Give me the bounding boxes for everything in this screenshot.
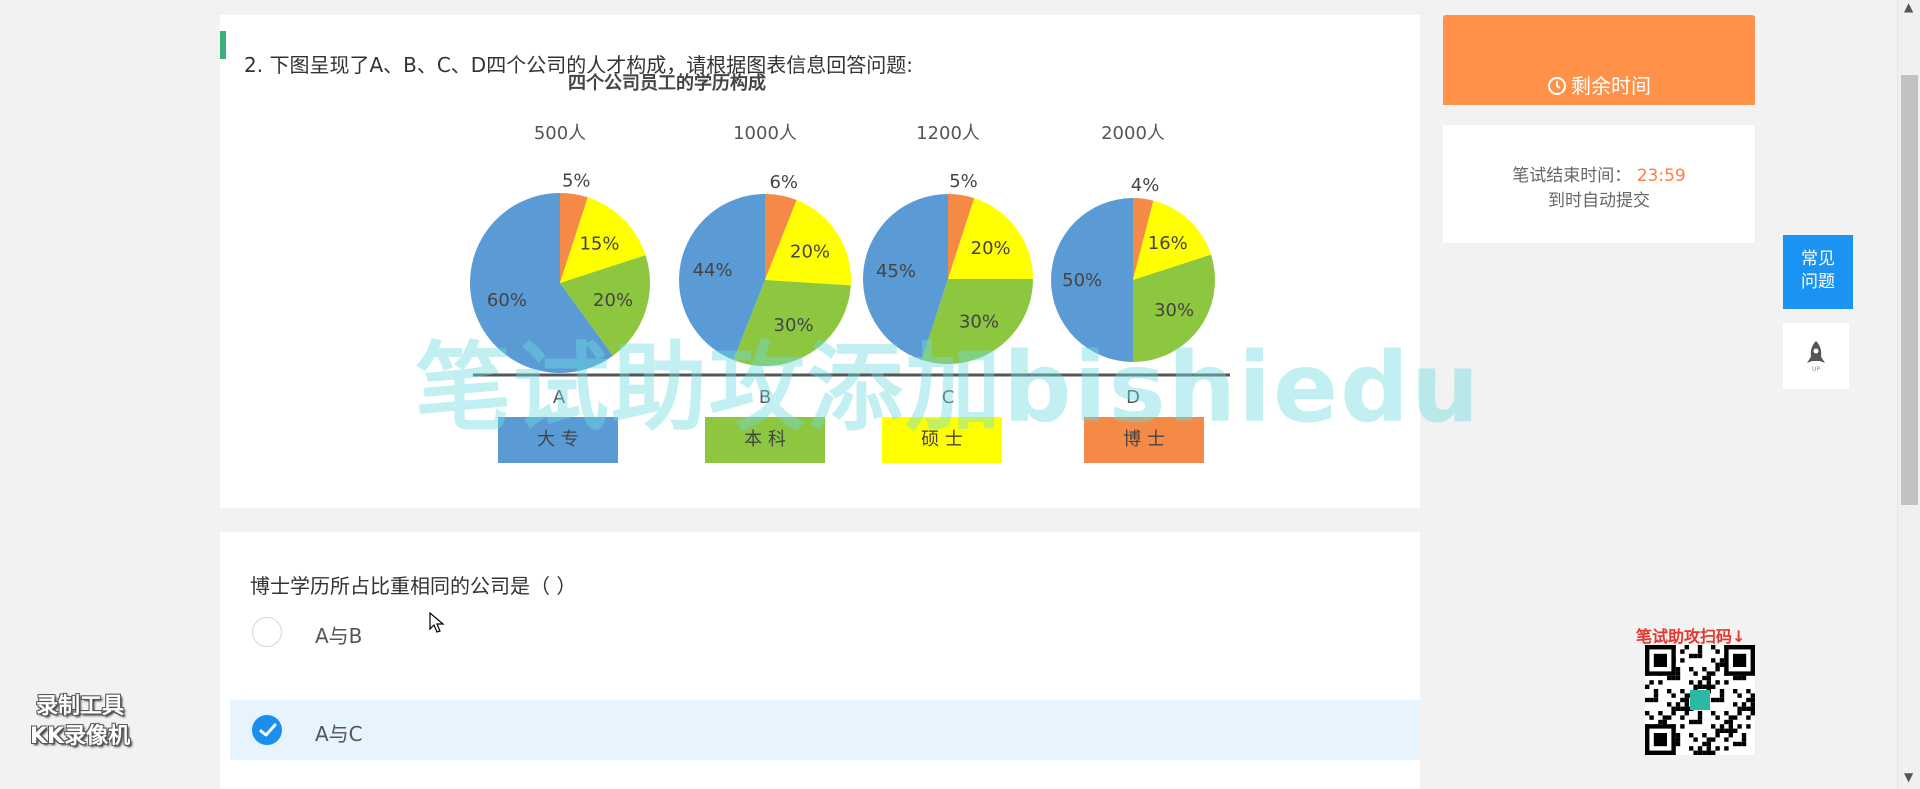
pie-slice-C-2	[948, 198, 1033, 279]
scrollbar-thumb[interactable]	[1901, 75, 1918, 505]
option-label: A与B	[315, 624, 363, 648]
slice-label: 16%	[1148, 233, 1188, 254]
pie-slice-D-0	[1051, 198, 1133, 362]
faq-label-line2: 问题	[1801, 272, 1835, 292]
slice-label: 20%	[790, 241, 830, 262]
rocket-icon: UP	[1807, 341, 1825, 373]
slice-label: 50%	[1062, 270, 1102, 291]
legend-label: 博 士	[1123, 429, 1165, 450]
pie-slice-A-2	[560, 197, 646, 283]
timer-header-label: 剩余时间	[1571, 74, 1651, 98]
slice-label: 30%	[959, 312, 999, 333]
page-scrollbar[interactable]: ▲ ▼	[1897, 0, 1920, 789]
company-label: D	[1126, 387, 1140, 408]
question-accent-bar	[220, 31, 226, 59]
pie-slice-C-3	[948, 194, 975, 279]
slice-label: 5%	[562, 170, 591, 191]
qr-code-image	[1645, 645, 1755, 755]
legend-box-2	[882, 417, 1002, 463]
slice-label: 15%	[579, 234, 619, 255]
slice-label: 6%	[769, 172, 798, 193]
pie-slice-D-1	[1133, 254, 1215, 362]
radio-a-c[interactable]	[252, 715, 282, 745]
timer-header: 剩余时间	[1443, 15, 1755, 105]
pie-total-label: 1000人	[733, 123, 797, 144]
faq-button[interactable]: 常见 问题	[1783, 235, 1853, 309]
legend-box-3	[1084, 417, 1204, 463]
slice-label: 5%	[949, 171, 978, 192]
recorder-logo: 录制工具 KK录像机	[30, 692, 130, 752]
end-time-value: 23:59	[1636, 166, 1686, 186]
slice-label: 44%	[693, 260, 733, 281]
legend-label: 硕 士	[921, 429, 963, 450]
company-label: A	[553, 387, 566, 408]
radio-a-b[interactable]	[252, 617, 282, 647]
pie-slice-B-0	[679, 194, 765, 360]
auto-submit-text: 到时自动提交	[1548, 191, 1650, 211]
education-pie-chart: 四个公司员工的学历构成 5% 15% 20% 60% 500人 A 6% 20% 30% 44% 10…	[320, 65, 1240, 505]
slice-label: 30%	[774, 315, 814, 336]
scroll-down-arrow-icon[interactable]: ▼	[1904, 770, 1914, 784]
recorder-line1: 录制工具	[36, 694, 125, 719]
end-time-label: 笔试结束时间：	[1512, 166, 1632, 186]
slice-label: 30%	[1154, 300, 1194, 321]
checkmark-icon	[259, 723, 277, 737]
pie-slice-D-3	[1133, 198, 1154, 280]
timer-body: 笔试结束时间： 23:59 到时自动提交	[1443, 125, 1755, 243]
question-card: 2. 下图呈现了A、B、C、D四个公司的人才构成，请根据图表信息回答问题: 四个…	[220, 15, 1420, 508]
chart-svg: 四个公司员工的学历构成 5% 15% 20% 60% 500人 A 6% 20% 30% 44% 10…	[470, 72, 1230, 463]
pie-total-label: 2000人	[1101, 123, 1165, 144]
recorder-line2: KK录像机	[30, 724, 131, 749]
slice-label: 20%	[593, 290, 633, 311]
pie-slice-D-2	[1133, 200, 1211, 280]
legend-box-1	[705, 417, 825, 463]
question-title: 2. 下图呈现了A、B、C、D四个公司的人才构成，请根据图表信息回答问题:	[244, 53, 913, 77]
legend-label: 大 专	[537, 429, 579, 450]
option-a-b[interactable]: A与B	[230, 602, 1420, 662]
svg-text:UP: UP	[1812, 366, 1820, 373]
pie-slice-A-3	[560, 193, 588, 283]
pie-slice-A-1	[560, 255, 650, 356]
legend-label: 本 科	[744, 429, 786, 450]
pie-slice-C-1	[921, 279, 1033, 364]
pie-slice-B-1	[733, 280, 851, 367]
options-card: 博士学历所占比重相同的公司是（ ） A与B A与C	[220, 532, 1420, 789]
back-to-top-button[interactable]: UP	[1783, 323, 1849, 389]
slice-label: 4%	[1131, 175, 1160, 196]
pie-slice-A-0	[470, 193, 613, 373]
pie-total-label: 500人	[534, 123, 586, 144]
company-label: C	[942, 387, 955, 408]
pie-slice-B-3	[765, 194, 797, 280]
slice-label: 20%	[971, 238, 1011, 259]
sub-question: 博士学历所占比重相同的公司是（ ）	[250, 574, 577, 598]
company-label: B	[759, 387, 771, 408]
pie-slice-C-0	[863, 194, 948, 360]
scroll-up-arrow-icon[interactable]: ▲	[1904, 0, 1914, 14]
legend-box-0	[498, 417, 618, 463]
slice-label: 45%	[876, 261, 916, 282]
slice-label: 60%	[487, 290, 527, 311]
chart-title: 四个公司员工的学历构成	[568, 72, 766, 94]
pie-slice-B-2	[765, 200, 852, 286]
qr-label: 笔试助攻扫码↓	[1636, 627, 1746, 646]
option-a-c[interactable]: A与C	[230, 700, 1420, 760]
mouse-cursor-icon	[429, 612, 445, 633]
pie-total-label: 1200人	[916, 123, 980, 144]
faq-label-line1: 常见	[1801, 249, 1835, 269]
option-label: A与C	[315, 722, 363, 746]
clock-icon	[1548, 77, 1566, 95]
